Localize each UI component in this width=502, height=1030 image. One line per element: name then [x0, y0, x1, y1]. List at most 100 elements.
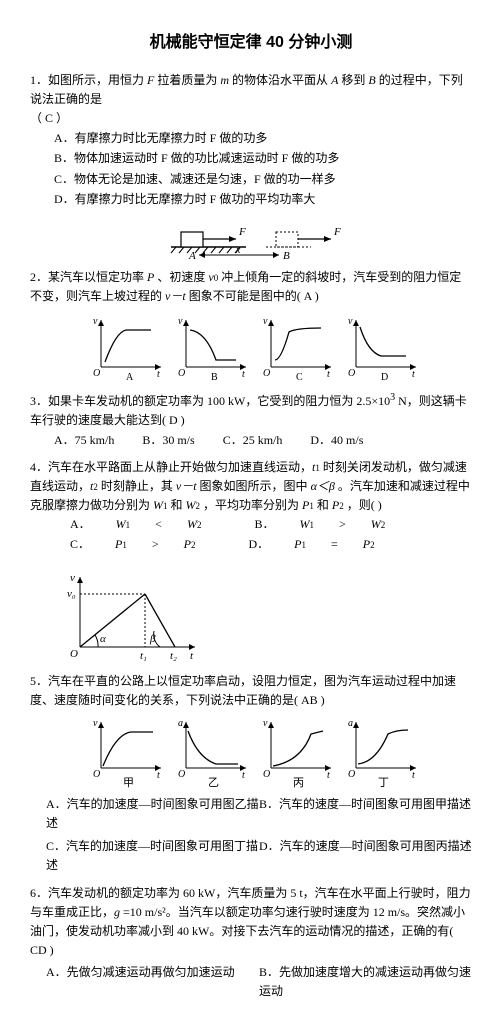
- t: t: [157, 770, 160, 781]
- t: O: [263, 368, 270, 379]
- t: 拉着质量为: [157, 73, 220, 87]
- q3-opt-b: B．30 m/s: [142, 431, 194, 450]
- t: a: [178, 718, 183, 729]
- q1-options: A．有摩擦力时比无摩擦力时 F 做的功多 B．物体加速运动时 F 做的功比减速运…: [30, 129, 472, 209]
- label-x: x: [235, 245, 241, 256]
- t: ，平均功率分别为: [203, 498, 302, 512]
- t: D: [381, 372, 388, 382]
- q6-opt-a: A．先做匀减速运动再做匀加速运动: [46, 963, 259, 1001]
- q1-opt-d: D．有摩擦力时比无摩擦力时 F 做功的平均功率大: [54, 190, 472, 209]
- q5-stem: 5．汽车在平直的公路上以恒定功率启动，设阻力恒定，图为汽车运动过程中加速度、速度…: [30, 672, 472, 710]
- t: 丁: [378, 777, 389, 788]
- q4-stem: 4．汽车在水平路面上从静止开始做匀加速直线运动，t1 时刻关闭发动机，做匀减速直…: [30, 458, 472, 516]
- q1-opt-b: B．物体加速运动时 F 做的功比减速运动时 F 做的功多: [54, 149, 472, 168]
- q6-stem: 6．汽车发动机的额定功率为 60 kW，汽车质量为 5 t，汽车在水平面上行驶时…: [30, 884, 472, 961]
- q5-opt-a: A．汽车的加速度—时间图象可用图乙描述: [46, 795, 259, 833]
- q1-stem: 1．如图所示，用恒力 F 拉着质量为 m 的物体沿水平面从 A 移到 B 的过程…: [30, 71, 472, 129]
- q1-opt-a: A．有摩擦力时比无摩擦力时 F 做的功多: [54, 129, 472, 148]
- t: 1．如图所示，用恒力: [30, 73, 147, 87]
- t: 甲: [123, 777, 134, 788]
- label-F1: F: [238, 226, 246, 238]
- t: v₀: [67, 588, 76, 600]
- label-F2: F: [333, 226, 341, 238]
- q1-opt-c: C．物体无论是加速、减速还是匀速，F 做的功一样多: [54, 170, 472, 189]
- q5-opt-b: B．汽车的速度—时间图象可用图甲描述: [259, 795, 472, 833]
- t: O: [93, 368, 100, 379]
- t: O: [93, 769, 100, 780]
- q2-stem: 2．某汽车以恒定功率 P 、初速度 v0 冲上倾角一定的斜坡时，汽车受到的阻力恒…: [30, 268, 472, 306]
- t: v: [93, 718, 98, 729]
- t: O: [263, 769, 270, 780]
- q6-options: A．先做匀减速运动再做匀加速运动 B．先做加速度增大的减速运动再做匀速运动: [30, 962, 472, 1002]
- t: O: [178, 368, 185, 379]
- q4-opt-d: D．P1=P2: [248, 535, 399, 554]
- q4-options: A．W1<W2 B．W1>W2 C．P1>P2 D．P1=P2: [30, 515, 472, 553]
- question-5: 5．汽车在平直的公路上以恒定功率启动，设阻力恒定，图为汽车运动过程中加速度、速度…: [30, 672, 472, 876]
- t: β: [149, 633, 156, 645]
- t: ，则( ): [347, 498, 382, 512]
- q5-figure: v t O 甲 a t O 乙 v t O: [30, 716, 472, 788]
- t: 乙: [208, 776, 219, 788]
- q5-options: A．汽车的加速度—时间图象可用图乙描述 B．汽车的速度—时间图象可用图甲描述 C…: [30, 794, 472, 876]
- q4-opt-b: B．W1>W2: [254, 515, 410, 534]
- t: t: [327, 369, 330, 380]
- q2-figure: v t O A v t O B v t O: [30, 312, 472, 382]
- q3-opt-c: C．25 km/h: [223, 431, 283, 450]
- t: O: [348, 769, 355, 780]
- t: t₁: [140, 650, 147, 662]
- t: 2．某汽车以恒定功率: [30, 270, 147, 284]
- t: A: [126, 372, 134, 382]
- t: 4．汽车在水平路面上从静止开始做匀加速直线运动，: [30, 460, 312, 474]
- t: C: [296, 372, 303, 382]
- t: t: [327, 770, 330, 781]
- t: t: [242, 369, 245, 380]
- label-B: B: [283, 250, 290, 260]
- t: v: [263, 718, 268, 729]
- t: B: [211, 372, 218, 382]
- question-4: 4．汽车在水平路面上从静止开始做匀加速直线运动，t1 时刻关闭发动机，做匀减速直…: [30, 458, 472, 664]
- t: t: [157, 369, 160, 380]
- t: v: [178, 316, 183, 327]
- t: 的物体沿水平面从: [232, 73, 331, 87]
- q5-opt-d: D．汽车的速度—时间图象可用图丙描述: [259, 837, 472, 875]
- t: t: [412, 770, 415, 781]
- question-2: 2．某汽车以恒定功率 P 、初速度 v0 冲上倾角一定的斜坡时，汽车受到的阻力恒…: [30, 268, 472, 382]
- t: a: [348, 718, 353, 729]
- q3-options: A．75 km/h B．30 m/s C．25 km/h D．40 m/s: [30, 431, 472, 450]
- t: v: [348, 316, 353, 327]
- q1-figure: F F A x B: [30, 215, 472, 260]
- t: t₂: [170, 650, 177, 662]
- q4-figure: v v₀ t O α β t₁ t₂: [30, 569, 472, 664]
- question-3: 3．如果卡车发动机的额定功率为 100 kW，它受到的阻力恒为 2.5×103 …: [30, 390, 472, 450]
- q4-opt-a: A．W1<W2: [70, 515, 226, 534]
- t: v: [263, 316, 268, 327]
- page-title: 机械能守恒定律 40 分钟小测: [30, 30, 472, 56]
- t: v: [93, 316, 98, 327]
- t: 图象不可能是图中的( A ): [189, 289, 319, 303]
- t: 、初速度: [157, 270, 208, 284]
- t: 时刻静止，其: [101, 479, 176, 493]
- q5-opt-c: C．汽车的加速度—时间图象可用图丁描述: [46, 837, 259, 875]
- q6-opt-b: B．先做加速度增大的减速运动再做匀速运动: [259, 963, 472, 1001]
- t: t: [242, 770, 245, 781]
- q4-opt-c: C．P1>P2: [70, 535, 220, 554]
- t: O: [348, 368, 355, 379]
- t: 丙: [293, 777, 304, 788]
- t: 3．如果卡车发动机的额定功率为 100 kW，它受到的阻力恒为 2.5×10: [30, 394, 390, 408]
- t: O: [70, 648, 78, 660]
- q3-stem: 3．如果卡车发动机的额定功率为 100 kW，它受到的阻力恒为 2.5×103 …: [30, 390, 472, 430]
- q3-opt-a: A．75 km/h: [54, 431, 114, 450]
- t: 和: [317, 498, 332, 512]
- t: 和: [171, 498, 186, 512]
- t: O: [178, 769, 185, 780]
- t: v: [70, 572, 75, 584]
- t: t: [190, 650, 194, 662]
- question-1: 1．如图所示，用恒力 F 拉着质量为 m 的物体沿水平面从 A 移到 B 的过程…: [30, 71, 472, 260]
- t: α: [100, 633, 106, 645]
- t: 图象如图所示，图中: [200, 479, 311, 493]
- label-A: A: [188, 250, 196, 260]
- t: t: [412, 369, 415, 380]
- q3-opt-d: D．40 m/s: [310, 431, 363, 450]
- t: 移到: [341, 73, 368, 87]
- question-6: 6．汽车发动机的额定功率为 60 kW，汽车质量为 5 t，汽车在水平面上行驶时…: [30, 884, 472, 1002]
